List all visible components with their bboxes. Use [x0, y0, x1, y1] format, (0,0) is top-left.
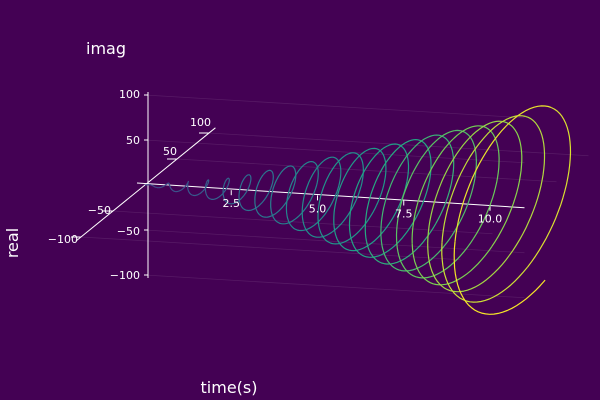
real-tick-label: 100: [190, 116, 211, 129]
helix-segment: [210, 186, 228, 200]
time-axis-line: [136, 182, 525, 209]
imag-tick-label: −100: [110, 269, 140, 282]
helix-segment: [441, 115, 526, 243]
helix-segment: [205, 179, 210, 187]
helix-segment: [350, 216, 418, 258]
grid-line-imag: [144, 229, 525, 254]
helix-segment: [243, 188, 272, 212]
grid-layer: [80, 94, 589, 299]
helix-segment: [344, 152, 364, 202]
grid-line-real: [80, 236, 461, 261]
helix-segment: [156, 184, 167, 189]
helix-segment: [285, 165, 304, 226]
helix-segment: [380, 135, 433, 244]
helix-segment: [302, 161, 319, 194]
imag-tick-label: 100: [119, 88, 140, 101]
helix-segment: [185, 180, 189, 186]
helix-segment: [290, 196, 336, 232]
time-tick-label: 2.5: [223, 197, 241, 210]
real-axis-title: real: [3, 228, 22, 258]
helix-segment: [508, 115, 546, 256]
helix-segment: [168, 184, 176, 192]
real-tick-label: −50: [88, 204, 111, 217]
grid-line-imag: [144, 274, 525, 299]
helix-segment: [323, 156, 342, 198]
helix-segment: [427, 120, 502, 244]
helix-segment: [222, 181, 229, 204]
helix-segment: [238, 178, 245, 210]
helix-segment: [409, 139, 432, 218]
helix-segment: [243, 174, 252, 188]
helix-curve: [144, 105, 572, 315]
helix-segment: [454, 129, 477, 231]
helix-segment: [320, 205, 377, 245]
helix-segment: [254, 174, 264, 216]
imag-axis-title: imag: [86, 39, 126, 58]
helix-segment: [431, 134, 455, 224]
helix-segment: [527, 107, 572, 268]
helix-segment: [174, 184, 187, 193]
helix-segment: [282, 165, 297, 192]
real-tick-label: −100: [48, 233, 78, 246]
helix-segment: [396, 237, 475, 279]
helix-segment: [453, 241, 546, 315]
helix-segment: [365, 147, 387, 206]
helix-segment: [335, 210, 398, 252]
time-tick-label: 5.0: [309, 202, 327, 215]
helix-segment: [348, 145, 388, 240]
helix-segment: [411, 243, 493, 286]
helix-segment: [263, 169, 274, 190]
helix-segment: [227, 187, 250, 205]
imag-tick-label: −50: [117, 225, 140, 238]
imag-tick-label: 50: [126, 134, 140, 147]
helix-segment: [381, 230, 456, 272]
helix-segment: [150, 184, 158, 189]
grid-line-real: [176, 158, 557, 183]
helix-segment: [270, 169, 284, 221]
helix-segment: [274, 193, 315, 225]
helix-segment: [204, 182, 211, 200]
real-tick-label: 50: [163, 145, 177, 158]
helix-segment: [454, 105, 552, 242]
helix-segment: [441, 242, 529, 303]
time-axis-title: time(s): [201, 378, 258, 397]
helix-segment: [411, 125, 479, 244]
grid-line-imag: [144, 94, 525, 119]
helix-segment: [317, 155, 345, 234]
helix-segment: [187, 183, 193, 196]
helix-segment: [395, 130, 455, 244]
helix-segment: [224, 177, 230, 187]
helix-segment: [165, 182, 170, 186]
helix-segment: [259, 190, 293, 218]
helix-segment: [333, 150, 367, 237]
time-tick-label: 7.5: [395, 208, 413, 221]
helix-segment: [387, 143, 410, 212]
helix-segment: [301, 160, 325, 230]
label-layer: 2.5 5.0 7.5 10.0 100 50 −50 −100 −100 −50 50 100 ima…: [3, 39, 502, 397]
helix-segment: [491, 120, 523, 247]
helix-segment: [305, 200, 357, 238]
helix-segment: [473, 125, 500, 239]
helix-segment: [365, 223, 437, 265]
axes-layer: [71, 92, 525, 278]
helix-segment: [364, 140, 410, 242]
grid-line-imag: [144, 139, 525, 164]
time-tick-label: 10.0: [478, 213, 503, 226]
